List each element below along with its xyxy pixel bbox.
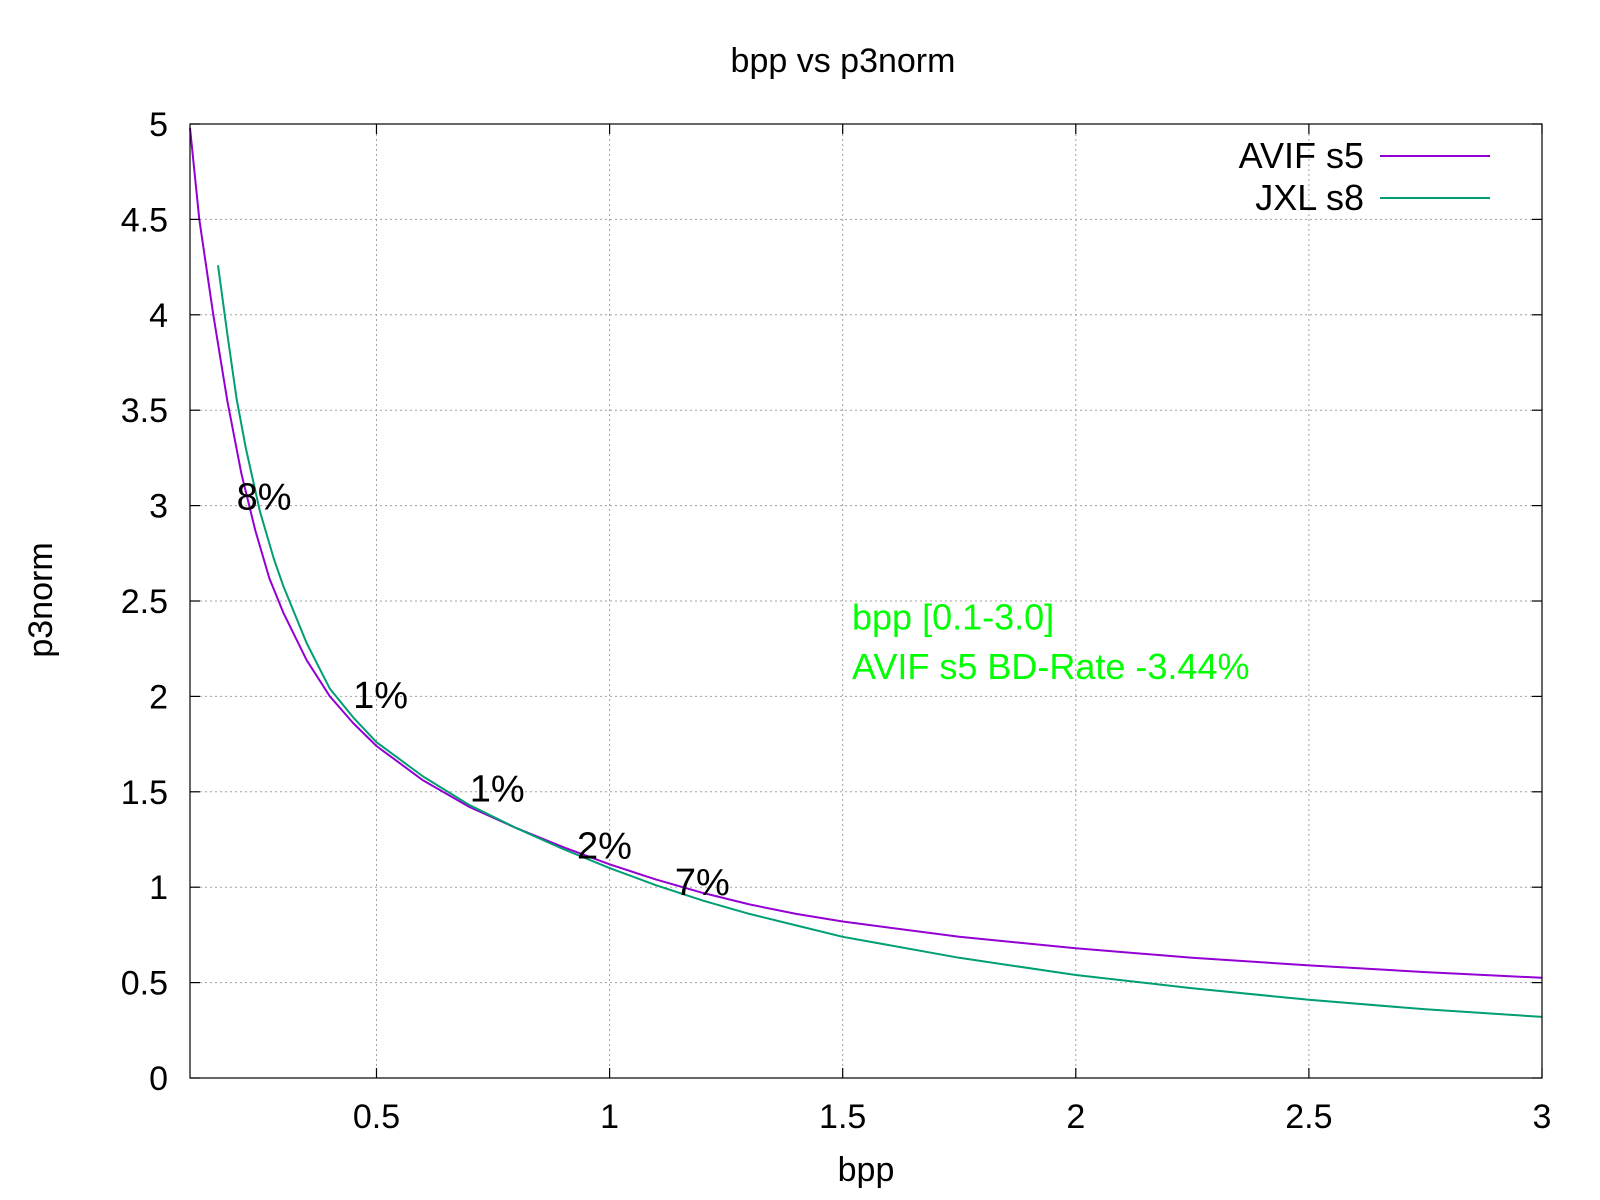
y-tick-label: 5 [149, 106, 168, 144]
plot-area [189, 127, 1543, 1018]
legend-label: AVIF s5 [1239, 135, 1364, 176]
grid [190, 124, 1542, 1078]
segment-annotation: 8% [237, 476, 292, 518]
y-tick-label: 2 [149, 678, 168, 716]
y-tick-label: 3 [149, 488, 168, 526]
y-tick-label: 4 [149, 297, 168, 335]
x-tick-label: 3 [1533, 1098, 1552, 1136]
y-tick-label: 1 [149, 869, 168, 907]
x-tick-label: 2.5 [1285, 1098, 1332, 1136]
y-tick-label: 0.5 [121, 965, 168, 1003]
axis-ticks: 0.5 1 1.5 2 2.5 3 0 0.5 1 1.5 2 2.5 3 3.5 4 4.5 5 [121, 106, 1552, 1136]
y-tick-label: 0 [149, 1060, 168, 1098]
x-tick-label: 1 [600, 1098, 619, 1136]
bd-rate-range-label: bpp [0.1-3.0] [852, 597, 1054, 638]
segment-annotation: 1% [470, 768, 525, 810]
y-tick-label: 4.5 [121, 201, 168, 239]
legend-label: JXL s8 [1255, 177, 1364, 218]
y-tick-label: 1.5 [121, 774, 168, 812]
x-axis-label: bpp [838, 1151, 895, 1189]
segment-annotation: 7% [675, 862, 730, 904]
x-tick-label: 2 [1066, 1098, 1085, 1136]
y-tick-label: 3.5 [121, 392, 168, 430]
annotations: 8% 1% 1% 2% 7% bpp [0.1-3.0] AVIF s5 BD-Rate -… [237, 476, 1250, 903]
series-line-avif-s5 [189, 127, 1543, 979]
bd-rate-value-label: AVIF s5 BD-Rate -3.44% [852, 646, 1249, 687]
x-tick-label: 1.5 [819, 1098, 866, 1136]
x-tick-label: 0.5 [353, 1098, 400, 1136]
y-tick-label: 2.5 [121, 583, 168, 621]
chart-title: bpp vs p3norm [731, 42, 956, 80]
series-line-jxl-s8 [217, 265, 1543, 1018]
y-axis-label: p3norm [22, 542, 60, 657]
segment-annotation: 2% [577, 826, 632, 868]
segment-annotation: 1% [353, 675, 408, 717]
